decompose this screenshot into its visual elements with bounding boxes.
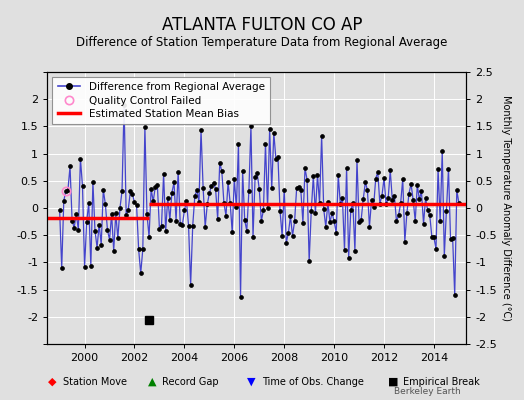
Text: ■: ■ (388, 377, 398, 387)
Text: ▼: ▼ (247, 377, 256, 387)
Legend: Difference from Regional Average, Quality Control Failed, Estimated Station Mean: Difference from Regional Average, Qualit… (52, 77, 270, 124)
Text: ATLANTA FULTON CO AP: ATLANTA FULTON CO AP (162, 16, 362, 34)
Text: ▲: ▲ (148, 377, 156, 387)
Y-axis label: Monthly Temperature Anomaly Difference (°C): Monthly Temperature Anomaly Difference (… (501, 95, 511, 321)
Text: Record Gap: Record Gap (162, 377, 219, 387)
Text: Berkeley Earth: Berkeley Earth (395, 387, 461, 396)
Text: Time of Obs. Change: Time of Obs. Change (262, 377, 364, 387)
Text: Difference of Station Temperature Data from Regional Average: Difference of Station Temperature Data f… (77, 36, 447, 49)
Text: Station Move: Station Move (63, 377, 127, 387)
Text: Empirical Break: Empirical Break (403, 377, 480, 387)
Text: ◆: ◆ (48, 377, 57, 387)
